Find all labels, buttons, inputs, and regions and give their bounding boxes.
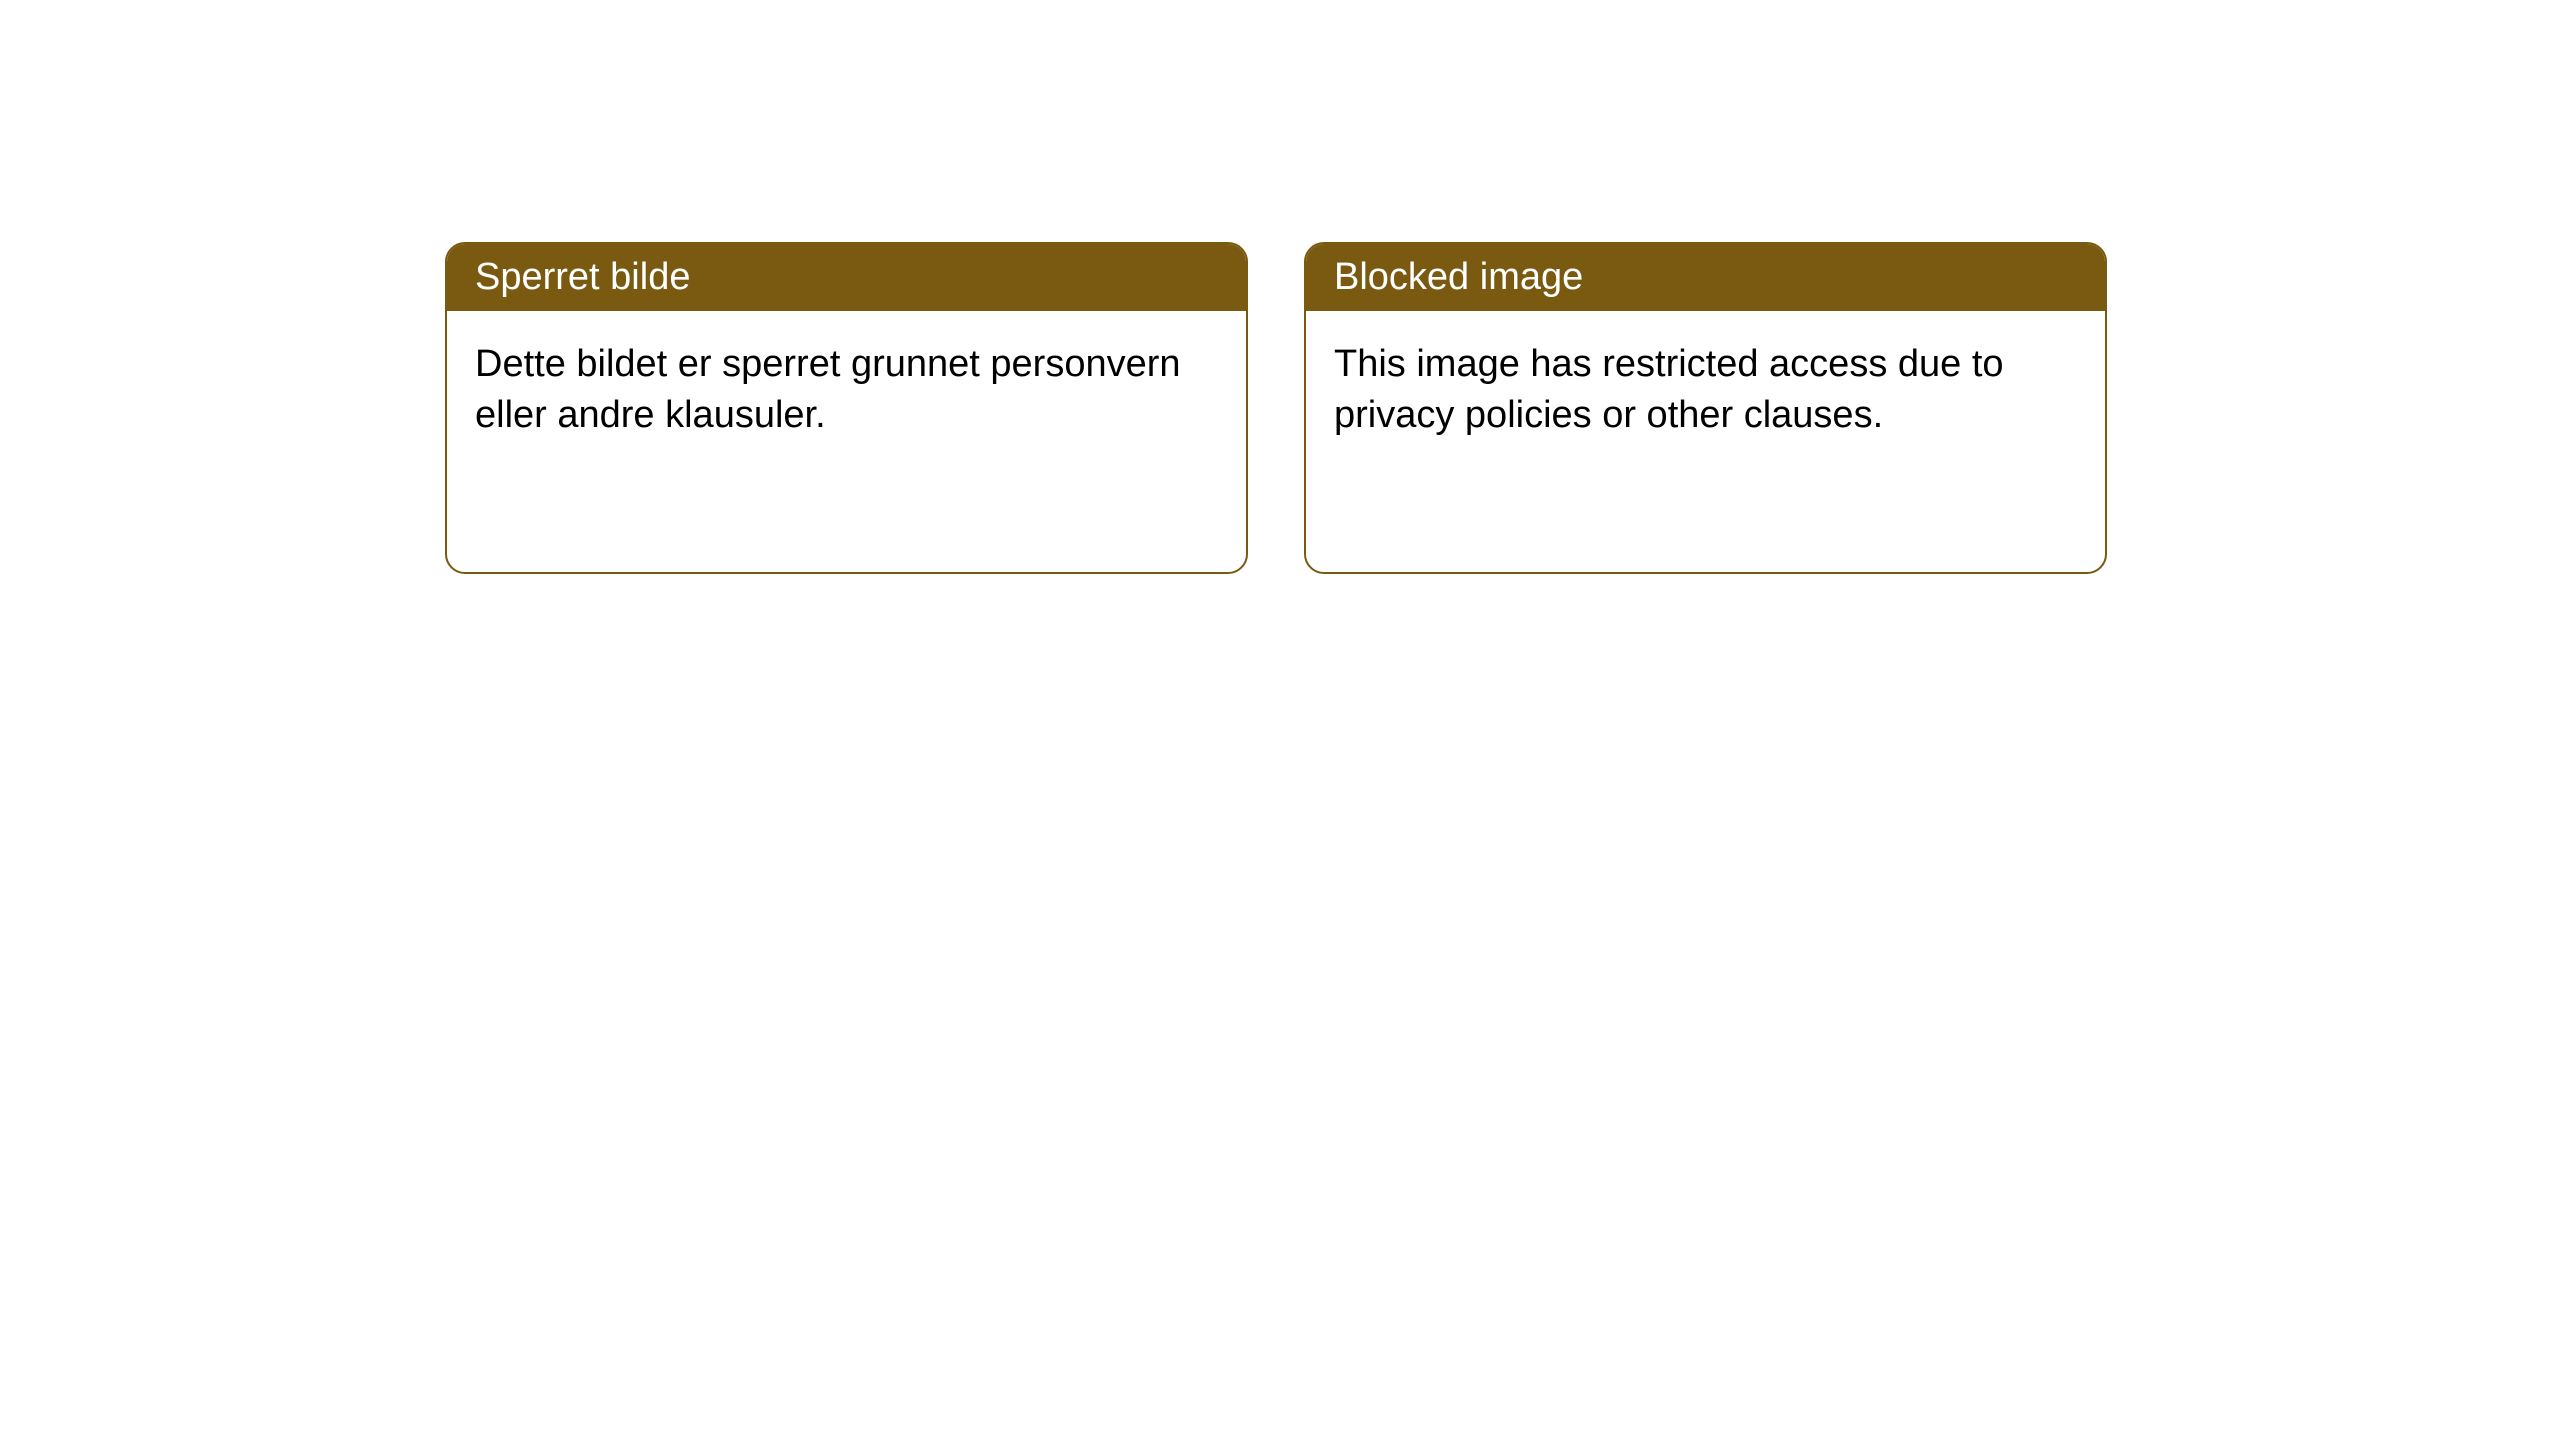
blocked-image-card-no: Sperret bilde Dette bildet er sperret gr… [445, 242, 1248, 574]
card-header-no: Sperret bilde [447, 244, 1246, 311]
blocked-image-card-en: Blocked image This image has restricted … [1304, 242, 2107, 574]
card-body-en: This image has restricted access due to … [1306, 311, 2105, 470]
card-header-en: Blocked image [1306, 244, 2105, 311]
card-body-no: Dette bildet er sperret grunnet personve… [447, 311, 1246, 470]
notice-container: Sperret bilde Dette bildet er sperret gr… [0, 0, 2560, 574]
